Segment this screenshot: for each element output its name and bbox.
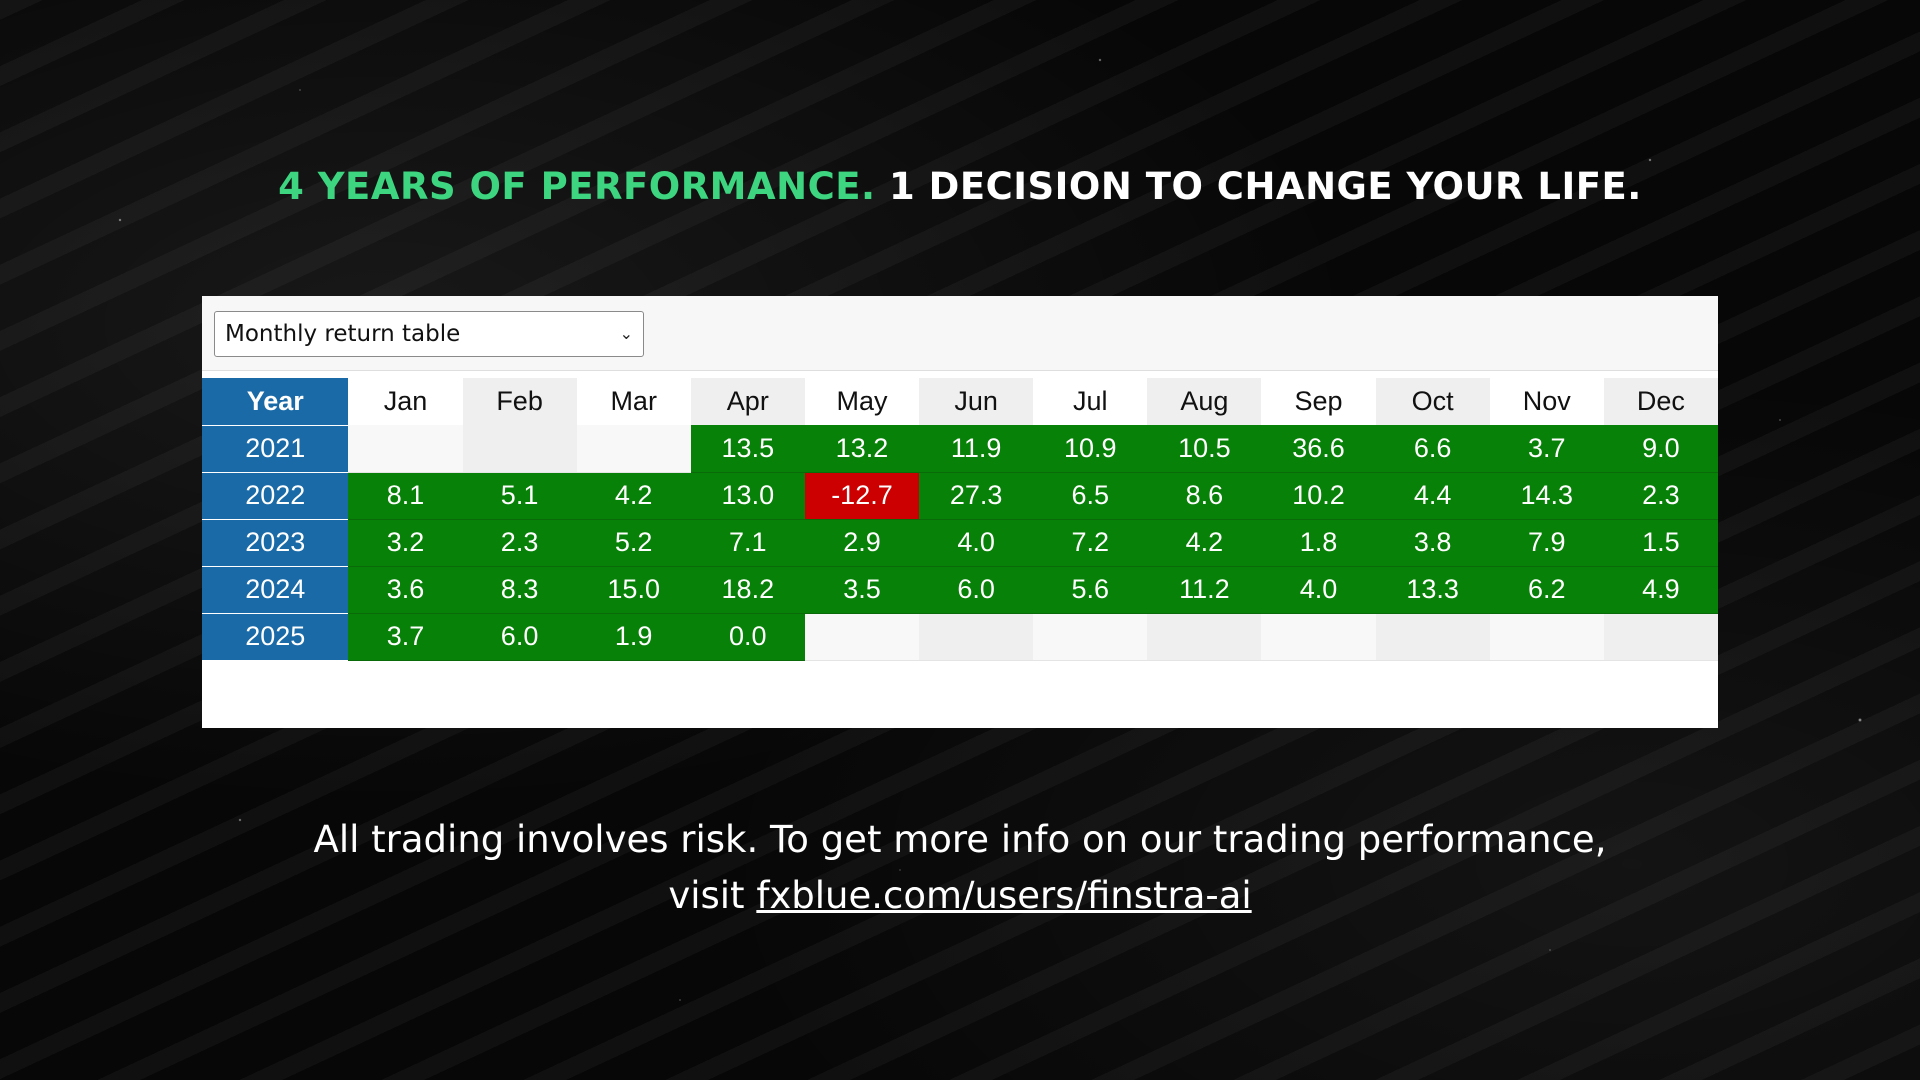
year-column-header: Year	[202, 378, 349, 426]
positive-return-cell: 13.5	[690, 425, 805, 473]
month-header: Apr	[690, 378, 805, 425]
positive-return-cell: 11.9	[919, 425, 1034, 473]
empty-return-cell	[462, 425, 577, 473]
positive-return-cell: 3.7	[348, 613, 463, 661]
year-cell: 2023	[202, 519, 349, 567]
positive-return-cell: 10.9	[1033, 425, 1148, 473]
table-type-select-value: Monthly return table	[225, 321, 461, 347]
table-row: 2024 3.6 8.3 15.0 18.2 3.5 6.0 5.6 11.2 4.0 13.3 6.…	[202, 566, 1718, 614]
positive-return-cell: 1.9	[576, 613, 691, 661]
month-header: Mar	[576, 378, 691, 425]
positive-return-cell: 6.0	[462, 613, 577, 661]
month-header: Feb	[462, 378, 577, 425]
empty-return-cell	[1603, 613, 1718, 661]
month-header: Aug	[1147, 378, 1262, 425]
positive-return-cell: 3.5	[804, 566, 920, 614]
table-row: 2025 3.7 6.0 1.9 0.0	[202, 613, 1718, 661]
empty-return-cell	[348, 425, 463, 473]
headline-white-text: 1 DECISION TO CHANGE YOUR LIFE.	[888, 165, 1642, 208]
empty-return-cell	[1147, 613, 1262, 661]
empty-return-cell	[576, 425, 691, 473]
table-row: 2022 8.1 5.1 4.2 13.0 -12.7 27.3 6.5 8.6 10.2 4.4 1…	[202, 472, 1718, 520]
positive-return-cell: 2.9	[804, 519, 920, 567]
disclaimer-line-2: visit fxblue.com/users/finstra-ai	[0, 868, 1920, 924]
month-header: Oct	[1375, 378, 1490, 425]
positive-return-cell: 0.0	[690, 613, 805, 661]
table-type-select[interactable]: Monthly return table ⌄	[214, 311, 644, 357]
positive-return-cell: 4.0	[1261, 566, 1376, 614]
month-header: Jan	[348, 378, 463, 425]
positive-return-cell: 1.8	[1261, 519, 1376, 567]
year-cell: 2024	[202, 566, 349, 614]
positive-return-cell: 3.2	[348, 519, 463, 567]
positive-return-cell: 8.1	[348, 472, 463, 520]
monthly-return-table: Year Jan Feb Mar Apr May Jun Jul Aug Sep Oct Nov De…	[202, 378, 1718, 661]
month-header: May	[804, 378, 920, 425]
positive-return-cell: 8.3	[462, 566, 577, 614]
positive-return-cell: 5.6	[1033, 566, 1148, 614]
month-header: Sep	[1261, 378, 1376, 425]
positive-return-cell: 4.2	[576, 472, 691, 520]
disclaimer-visit-text: visit	[668, 874, 757, 917]
positive-return-cell: 3.6	[348, 566, 463, 614]
empty-return-cell	[1489, 613, 1604, 661]
positive-return-cell: 6.5	[1033, 472, 1148, 520]
table-body: 2021 13.5 13.2 11.9 10.9 10.5 36.6 6.6 3.7 9.0 202…	[202, 425, 1718, 661]
month-header: Dec	[1603, 378, 1718, 425]
positive-return-cell: 15.0	[576, 566, 691, 614]
positive-return-cell: 13.2	[804, 425, 920, 473]
empty-return-cell	[804, 613, 920, 661]
empty-return-cell	[919, 613, 1034, 661]
positive-return-cell: 4.0	[919, 519, 1034, 567]
table-header-row: Year Jan Feb Mar Apr May Jun Jul Aug Sep Oct Nov De…	[202, 378, 1718, 426]
headline: 4 YEARS OF PERFORMANCE. 1 DECISION TO CH…	[0, 165, 1920, 208]
positive-return-cell: 13.3	[1375, 566, 1490, 614]
month-header: Jul	[1033, 378, 1148, 425]
panel-toolbar: Monthly return table ⌄	[202, 296, 1718, 371]
positive-return-cell: 10.2	[1261, 472, 1376, 520]
month-header: Nov	[1489, 378, 1604, 425]
fxblue-link[interactable]: fxblue.com/users/finstra-ai	[756, 874, 1252, 917]
positive-return-cell: 3.8	[1375, 519, 1490, 567]
year-cell: 2025	[202, 613, 349, 661]
chevron-down-icon: ⌄	[619, 324, 633, 343]
positive-return-cell: 13.0	[690, 472, 805, 520]
positive-return-cell: 3.7	[1489, 425, 1604, 473]
positive-return-cell: 2.3	[1603, 472, 1718, 520]
negative-return-cell: -12.7	[804, 472, 920, 520]
monthly-return-panel: Monthly return table ⌄ Year Jan Feb Mar Apr…	[202, 296, 1718, 728]
disclaimer: All trading involves risk. To get more i…	[0, 812, 1920, 924]
positive-return-cell: 7.1	[690, 519, 805, 567]
positive-return-cell: 4.2	[1147, 519, 1262, 567]
positive-return-cell: 1.5	[1603, 519, 1718, 567]
month-header: Jun	[919, 378, 1034, 425]
positive-return-cell: 27.3	[919, 472, 1034, 520]
year-cell: 2021	[202, 425, 349, 473]
positive-return-cell: 6.6	[1375, 425, 1490, 473]
empty-return-cell	[1033, 613, 1148, 661]
positive-return-cell: 14.3	[1489, 472, 1604, 520]
positive-return-cell: 6.2	[1489, 566, 1604, 614]
positive-return-cell: 4.4	[1375, 472, 1490, 520]
year-cell: 2022	[202, 472, 349, 520]
headline-green-text: 4 YEARS OF PERFORMANCE.	[278, 165, 876, 208]
table-row: 2023 3.2 2.3 5.2 7.1 2.9 4.0 7.2 4.2 1.8 3.8 7.9 1.5	[202, 519, 1718, 567]
positive-return-cell: 36.6	[1261, 425, 1376, 473]
positive-return-cell: 4.9	[1603, 566, 1718, 614]
positive-return-cell: 5.2	[576, 519, 691, 567]
positive-return-cell: 7.2	[1033, 519, 1148, 567]
empty-return-cell	[1375, 613, 1490, 661]
positive-return-cell: 9.0	[1603, 425, 1718, 473]
positive-return-cell: 2.3	[462, 519, 577, 567]
positive-return-cell: 5.1	[462, 472, 577, 520]
positive-return-cell: 18.2	[690, 566, 805, 614]
disclaimer-line-1: All trading involves risk. To get more i…	[313, 818, 1607, 861]
positive-return-cell: 7.9	[1489, 519, 1604, 567]
positive-return-cell: 10.5	[1147, 425, 1262, 473]
positive-return-cell: 11.2	[1147, 566, 1262, 614]
empty-return-cell	[1261, 613, 1376, 661]
positive-return-cell: 8.6	[1147, 472, 1262, 520]
positive-return-cell: 6.0	[919, 566, 1034, 614]
table-row: 2021 13.5 13.2 11.9 10.9 10.5 36.6 6.6 3.7 9.0	[202, 425, 1718, 473]
